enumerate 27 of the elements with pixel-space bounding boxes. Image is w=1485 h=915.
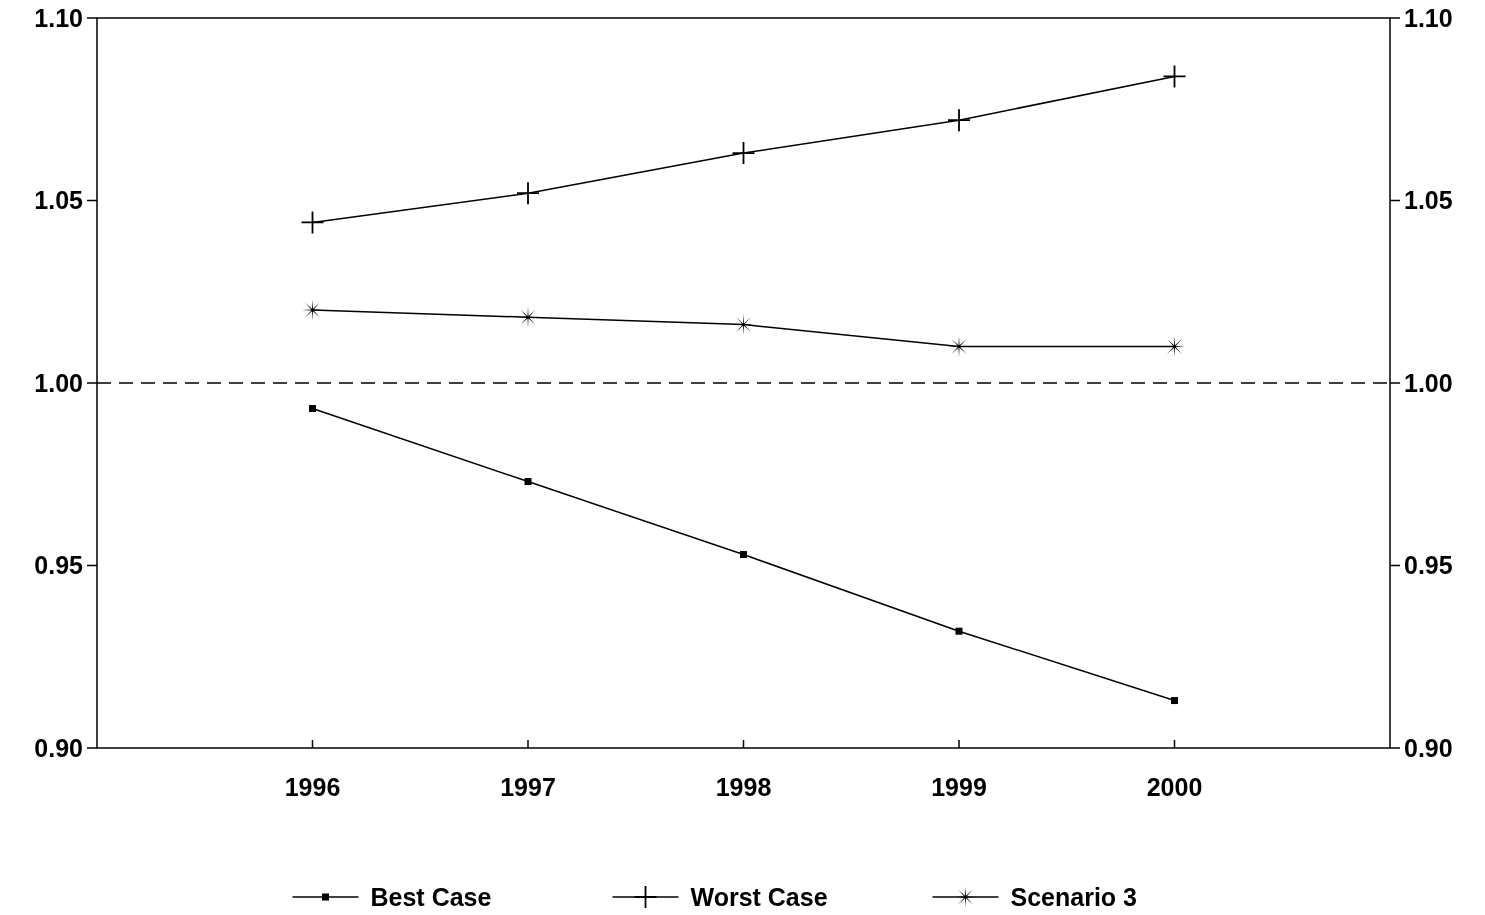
y2-tick-label: 1.10 [1404,3,1453,32]
x-tick-label: 1996 [284,773,341,801]
y2-tick-label: 1.05 [1404,186,1453,215]
x-tick-label: 1997 [500,773,556,801]
point [524,478,532,486]
y2-tick-label: 0.95 [1404,551,1453,580]
y-tick-label: 1.00 [34,368,83,397]
x-tick-label: 1999 [931,773,987,801]
point [1164,336,1185,357]
y-tick-label: 0.95 [34,551,84,580]
x-tick-label: 1998 [715,773,772,801]
point [517,182,539,205]
point [955,627,963,635]
point [740,551,747,559]
point [309,405,316,413]
point [948,109,970,132]
legend-label: Scenario 3 [1010,882,1137,911]
y2-tick-label: 1.00 [1404,368,1453,397]
y2-tick-label: 0.90 [1404,733,1453,762]
legend-label: Best Case [370,882,492,911]
point [733,314,754,336]
legend-label: Worst Case [690,882,828,911]
x-tick-label: 2000 [1146,773,1203,801]
y-tick-label: 1.05 [34,186,84,215]
point [1171,697,1178,705]
y-tick-label: 0.90 [34,733,83,762]
y-tick-label: 1.10 [34,3,83,32]
